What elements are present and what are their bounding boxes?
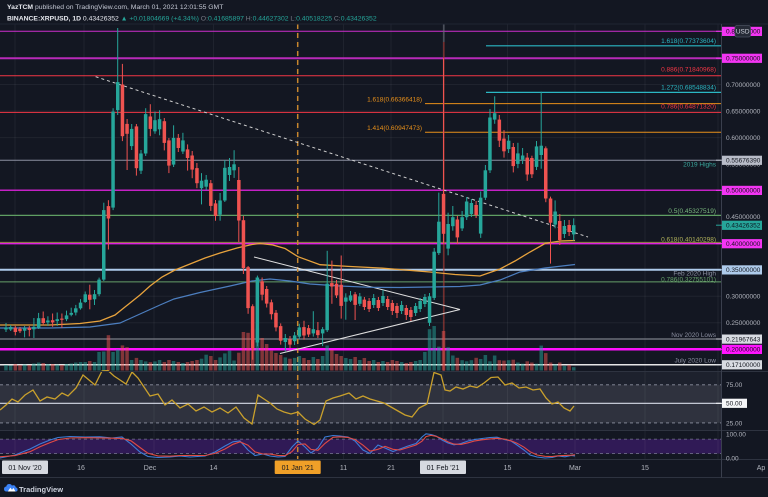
svg-text:2019 Highs: 2019 Highs — [683, 161, 717, 168]
svg-text:1.618(0.66366418): 1.618(0.66366418) — [367, 97, 422, 104]
svg-text:0.618(0.40140298): 0.618(0.40140298) — [661, 237, 716, 244]
svg-text:0.786(0.32755101): 0.786(0.32755101) — [661, 276, 716, 283]
svg-text:0.786(0.64871320): 0.786(0.64871320) — [661, 104, 716, 111]
svg-text:TradingView: TradingView — [19, 485, 63, 494]
svg-text:0.43426352: 0.43426352 — [726, 223, 761, 230]
svg-text:YazTCM published on TradingVie: YazTCM published on TradingView.com, Mar… — [7, 4, 223, 11]
svg-text:1.414(0.60947473): 1.414(0.60947473) — [367, 125, 422, 132]
svg-text:01 Nov '20: 01 Nov '20 — [8, 465, 41, 472]
svg-text:15: 15 — [641, 465, 649, 472]
svg-text:Mar: Mar — [569, 465, 582, 472]
svg-text:July 2020 Low: July 2020 Low — [674, 358, 716, 365]
svg-text:0.40000000: 0.40000000 — [726, 241, 761, 248]
svg-text:0.886(0.71840968): 0.886(0.71840968) — [661, 67, 716, 74]
svg-text:1.618(0.77373604): 1.618(0.77373604) — [661, 38, 716, 45]
svg-text:15: 15 — [504, 465, 512, 472]
svg-text:14: 14 — [210, 465, 218, 472]
svg-text:100.00: 100.00 — [726, 431, 746, 438]
svg-text:0.5(0.45327519): 0.5(0.45327519) — [668, 208, 716, 215]
svg-text:11: 11 — [340, 465, 347, 472]
svg-text:0.21967643: 0.21967643 — [726, 336, 761, 343]
svg-text:25.00: 25.00 — [726, 420, 743, 427]
svg-text:Dec: Dec — [144, 465, 157, 472]
svg-text:0.70000000: 0.70000000 — [726, 82, 761, 89]
svg-text:75.00: 75.00 — [726, 382, 743, 389]
svg-text:0.60000000: 0.60000000 — [726, 135, 761, 142]
svg-text:0.25000000: 0.25000000 — [726, 320, 761, 327]
svg-text:Nov 2020 Lows: Nov 2020 Lows — [671, 332, 717, 339]
svg-text:01 Feb '21: 01 Feb '21 — [427, 465, 460, 472]
svg-text:0.20000000: 0.20000000 — [726, 347, 761, 354]
svg-text:Feb 2020 High: Feb 2020 High — [673, 271, 716, 278]
svg-text:0.65000000: 0.65000000 — [726, 108, 761, 115]
svg-text:01 Jan '21: 01 Jan '21 — [282, 465, 314, 472]
svg-text:0.75000000: 0.75000000 — [726, 56, 761, 63]
svg-text:0.00: 0.00 — [726, 455, 739, 462]
svg-text:0.50000000: 0.50000000 — [726, 188, 761, 195]
svg-text:0.55676390: 0.55676390 — [726, 158, 761, 165]
svg-text:0.55000000: 0.55000000 — [726, 162, 761, 169]
svg-text:21: 21 — [387, 465, 395, 472]
svg-text:0.35000000: 0.35000000 — [726, 267, 761, 274]
svg-text:Ap: Ap — [757, 465, 766, 472]
svg-text:50.00: 50.00 — [726, 401, 743, 408]
svg-text:BINANCE:XRPUSD, 1D 0.43426352: BINANCE:XRPUSD, 1D 0.43426352 ▲ +0.01804… — [7, 16, 377, 23]
svg-text:0.30000000: 0.30000000 — [726, 294, 761, 301]
svg-text:1.272(0.68548834): 1.272(0.68548834) — [661, 85, 716, 92]
svg-text:0.17100000: 0.17100000 — [726, 362, 761, 369]
svg-text:16: 16 — [77, 465, 85, 472]
svg-text:0.45000000: 0.45000000 — [726, 214, 761, 221]
svg-text:USD: USD — [736, 28, 750, 35]
